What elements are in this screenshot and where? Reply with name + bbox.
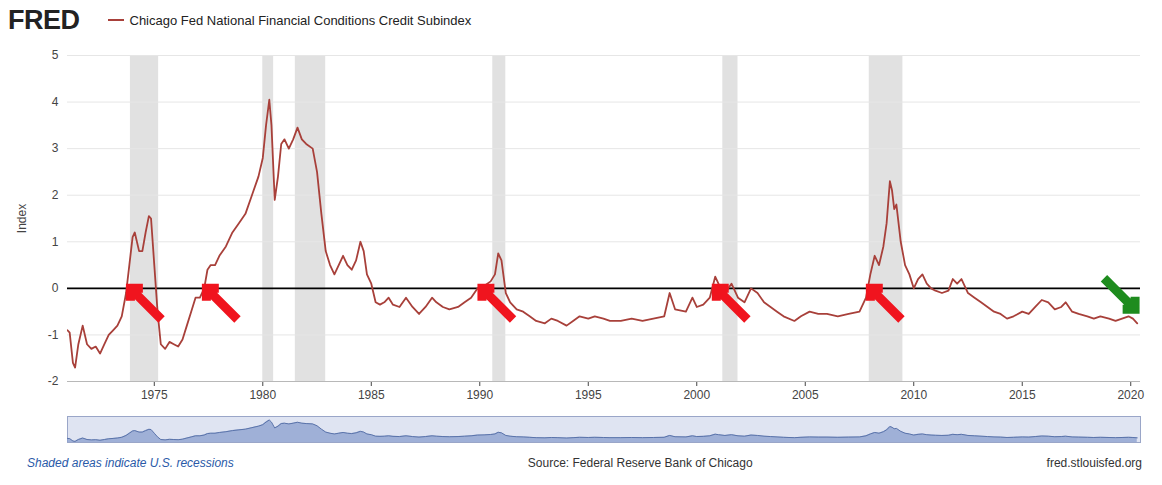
svg-text:1995: 1995 [575, 388, 602, 402]
svg-text:Index: Index [15, 204, 29, 233]
svg-text:5: 5 [52, 48, 59, 62]
svg-text:0: 0 [52, 281, 59, 295]
svg-text:1: 1 [52, 235, 59, 249]
svg-text:-1: -1 [48, 328, 59, 342]
html-text:fred.stlouisfed.org: fred.stlouisfed.org [1046, 456, 1142, 470]
html-text:Shaded areas indicate U.S. rec: Shaded areas indicate U.S. recessions [27, 456, 234, 470]
svg-text:1980: 1980 [249, 388, 276, 402]
svg-text:2015: 2015 [1009, 388, 1036, 402]
svg-text:2: 2 [52, 188, 59, 202]
svg-text:3: 3 [52, 141, 59, 155]
svg-text:2010: 2010 [900, 388, 927, 402]
html-text:Source: Federal Reserve Bank o: Source: Federal Reserve Bank of Chicago [527, 456, 753, 470]
svg-text:1975: 1975 [141, 388, 168, 402]
svg-text:-2: -2 [48, 374, 59, 388]
svg-text:4: 4 [52, 95, 59, 109]
svg-text:2000: 2000 [683, 388, 710, 402]
html-text:Chicago Fed National Financial: Chicago Fed National Financial Condition… [129, 12, 472, 28]
html-text:FRED: FRED [8, 4, 80, 35]
svg-text:2020: 2020 [1117, 388, 1144, 402]
svg-text:1985: 1985 [358, 388, 385, 402]
svg-text:2005: 2005 [792, 388, 819, 402]
svg-text:1990: 1990 [466, 388, 493, 402]
